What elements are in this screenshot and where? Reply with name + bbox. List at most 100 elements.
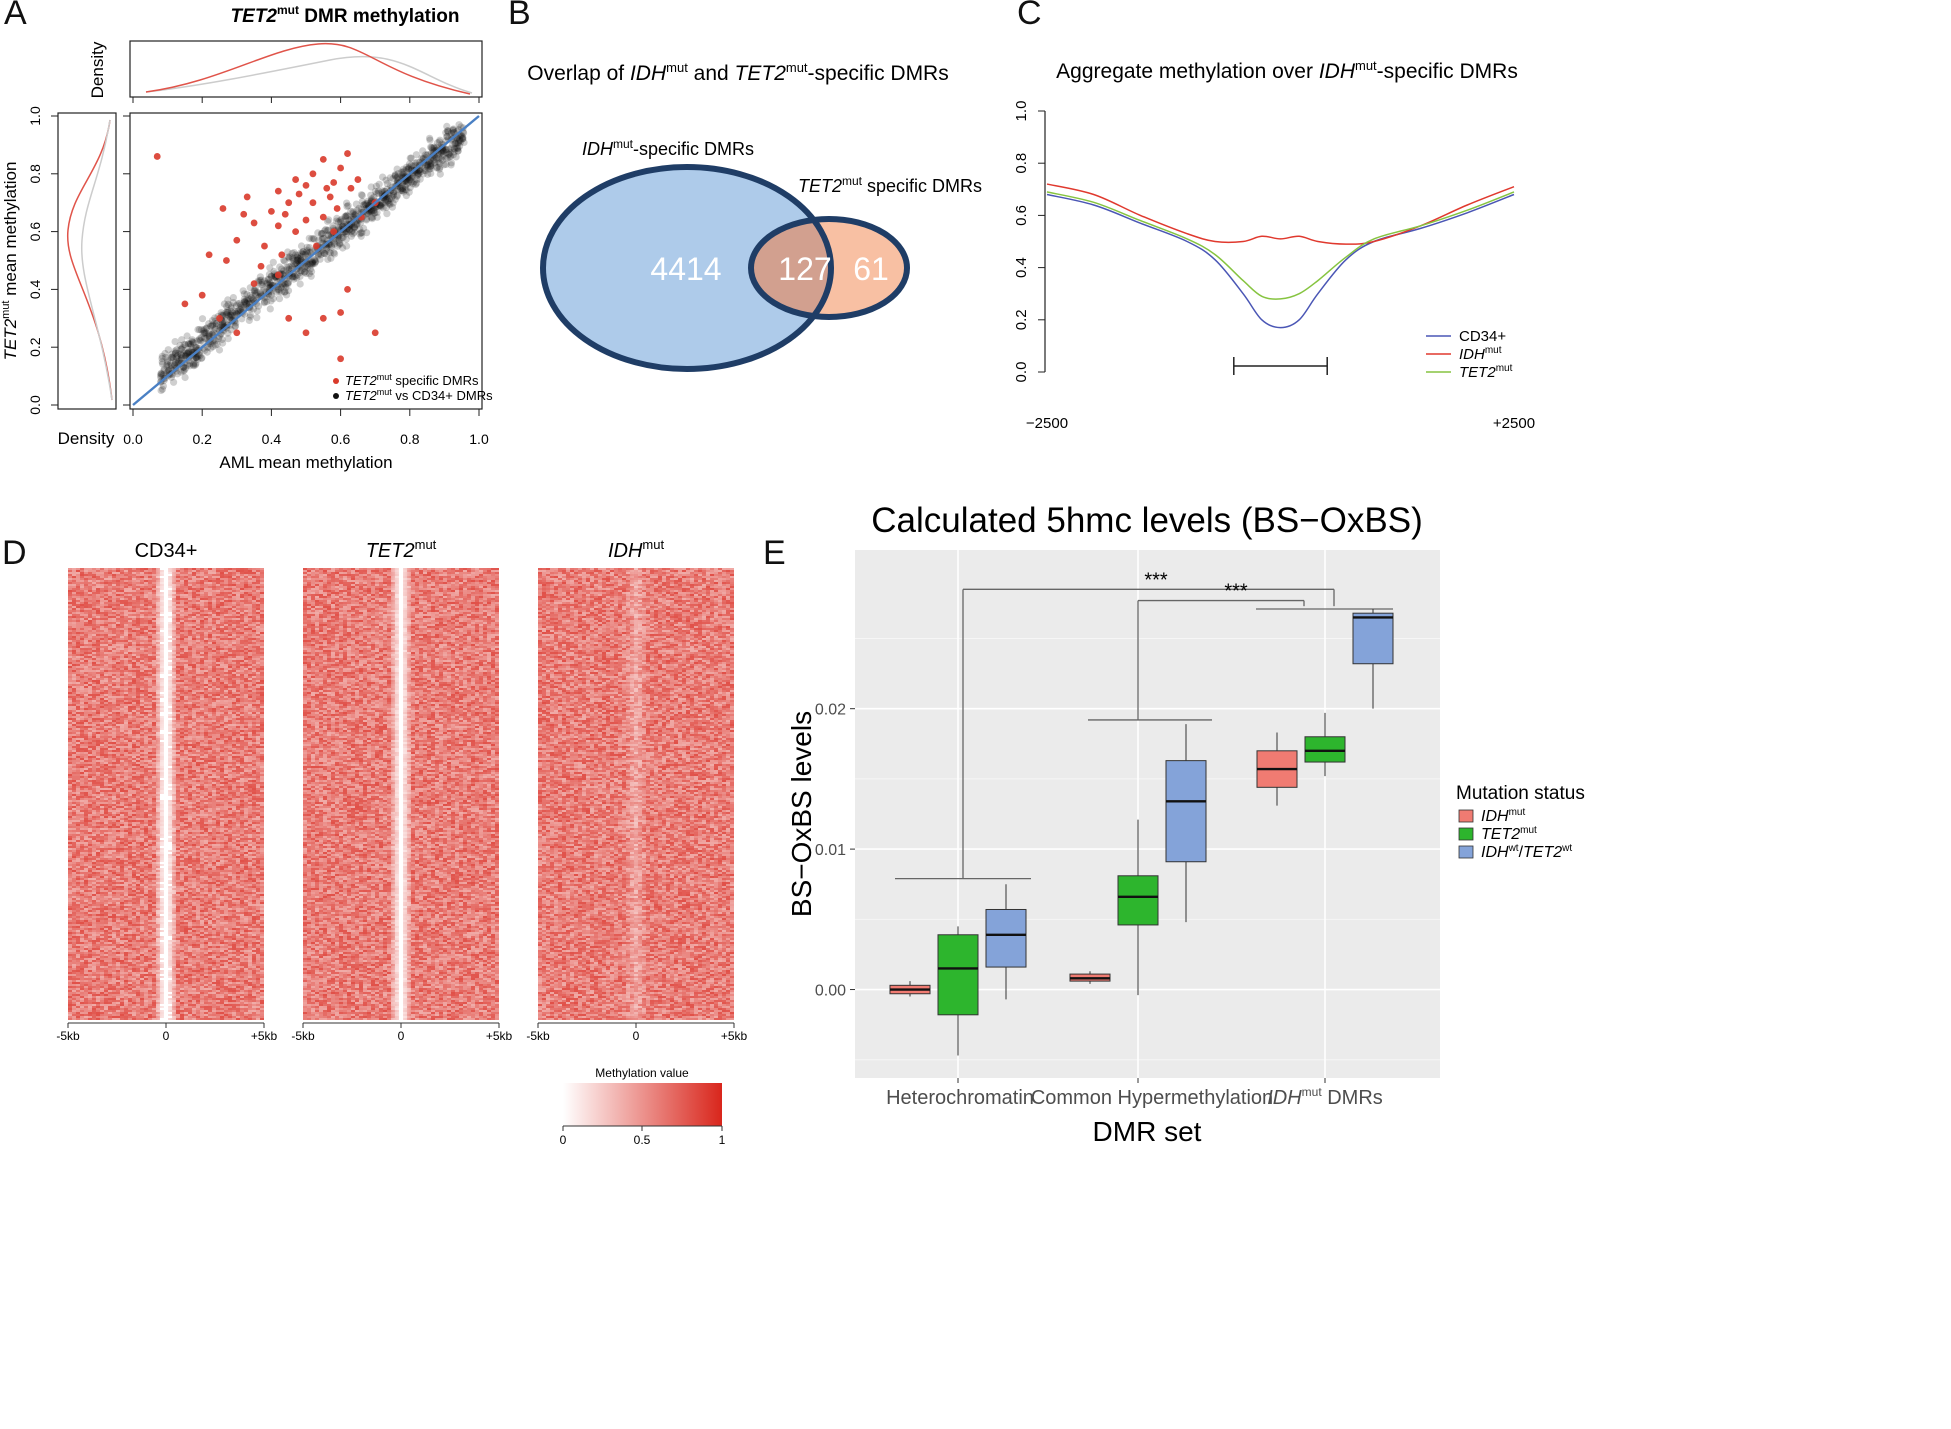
heatmap-cell (92, 620, 96, 622)
heatmap-cell (88, 622, 92, 624)
heatmap-cell (176, 594, 180, 596)
heatmap-cell (76, 578, 80, 580)
heatmap-cell (204, 600, 208, 602)
heatmap-cell (132, 612, 136, 614)
heatmap-cell (116, 608, 120, 610)
heatmap-cell (204, 630, 208, 632)
heatmap-cell (112, 632, 116, 634)
heatmap-cell (124, 586, 128, 588)
heatmap-cell (124, 588, 128, 590)
heatmap-cell (244, 570, 248, 572)
heatmap-cell (208, 634, 212, 636)
heatmap-cell (196, 608, 200, 610)
heatmap-cell (144, 596, 148, 598)
heatmap-cell (176, 622, 180, 624)
heatmap-cell (108, 624, 112, 626)
left-density-red-curve (68, 120, 112, 400)
heatmap-cell (208, 582, 212, 584)
heatmap-cell (148, 582, 152, 584)
heatmap-cell (152, 570, 156, 572)
heatmap-cell (224, 628, 228, 630)
heatmap-cell (92, 608, 96, 610)
heatmap-cell (260, 620, 264, 622)
heatmap-cell (112, 600, 116, 602)
heatmap-cell (200, 624, 204, 626)
heatmap-cell (68, 624, 72, 626)
heatmap-cell (116, 572, 120, 574)
heatmap-cell (252, 572, 256, 574)
heatmap-cell (128, 570, 132, 572)
heatmap-cell (180, 578, 184, 580)
heatmap-cell (120, 624, 124, 626)
heatmap-cell (192, 622, 196, 624)
heatmap-cell (188, 582, 192, 584)
heatmap-cell (248, 622, 252, 624)
heatmap-cell (236, 596, 240, 598)
heatmap-cell (228, 624, 232, 626)
heatmap-cell (108, 612, 112, 614)
heatmap-cell (112, 628, 116, 630)
heatmap-cell (208, 616, 212, 618)
heatmap-cell (256, 584, 260, 586)
heatmap-cell (180, 588, 184, 590)
heatmap-cell (88, 612, 92, 614)
heatmap-cell (96, 590, 100, 592)
heatmap-cell (80, 634, 84, 636)
heatmap-cell (76, 598, 80, 600)
heatmap-cell (128, 578, 132, 580)
heatmap-cell (180, 618, 184, 620)
heatmap-cell (140, 586, 144, 588)
heatmap-cell (100, 590, 104, 592)
heatmap-cell (200, 608, 204, 610)
heatmap-cell (244, 610, 248, 612)
scatter-point-black (186, 362, 193, 369)
scatter-point-black (267, 297, 274, 304)
heatmap-cell (88, 588, 92, 590)
heatmap-cell (96, 628, 100, 630)
heatmap-cell (92, 616, 96, 618)
heatmap-cell (80, 636, 84, 638)
heatmap-cell (120, 610, 124, 612)
heatmap-cell (96, 586, 100, 588)
heatmap-cell (92, 606, 96, 608)
heatmap-cell (232, 618, 236, 620)
heatmap-cell (180, 602, 184, 604)
heatmap-cell (192, 604, 196, 606)
heatmap-cell (204, 590, 208, 592)
heatmap-cell (112, 626, 116, 628)
heatmap-cell (236, 608, 240, 610)
heatmap-cell (80, 602, 84, 604)
scatter-point-black (168, 362, 175, 369)
heatmap-cell (232, 594, 236, 596)
heatmap-cell (144, 626, 148, 628)
heatmap-cell (148, 592, 152, 594)
venn-intersection-count: 127 (778, 251, 831, 287)
heatmap-cell (188, 616, 192, 618)
heatmap-cell (76, 570, 80, 572)
heatmap-cell (240, 622, 244, 624)
scatter-point-red (282, 211, 289, 218)
heatmap-cell (236, 572, 240, 574)
heatmap-cell (224, 582, 228, 584)
heatmap-cell (212, 596, 216, 598)
heatmap-cell (108, 584, 112, 586)
heatmap-cell (72, 568, 76, 570)
heatmap-cell (248, 588, 252, 590)
heatmap-cell (88, 628, 92, 630)
heatmap-cell (108, 586, 112, 588)
heatmap-cell (148, 624, 152, 626)
heatmap-cell (232, 568, 236, 570)
scatter-point-black (210, 343, 217, 350)
heatmap-cell (104, 628, 108, 630)
heatmap-cell (240, 614, 244, 616)
heatmap-cell (208, 590, 212, 592)
heatmap-cell (244, 574, 248, 576)
heatmap-cell (184, 620, 188, 622)
heatmap-cell (92, 590, 96, 592)
heatmap-cell (220, 612, 224, 614)
heatmap-cell (120, 596, 124, 598)
heatmap-cell (140, 608, 144, 610)
heatmap-cell (216, 614, 220, 616)
heatmap-cell (248, 582, 252, 584)
